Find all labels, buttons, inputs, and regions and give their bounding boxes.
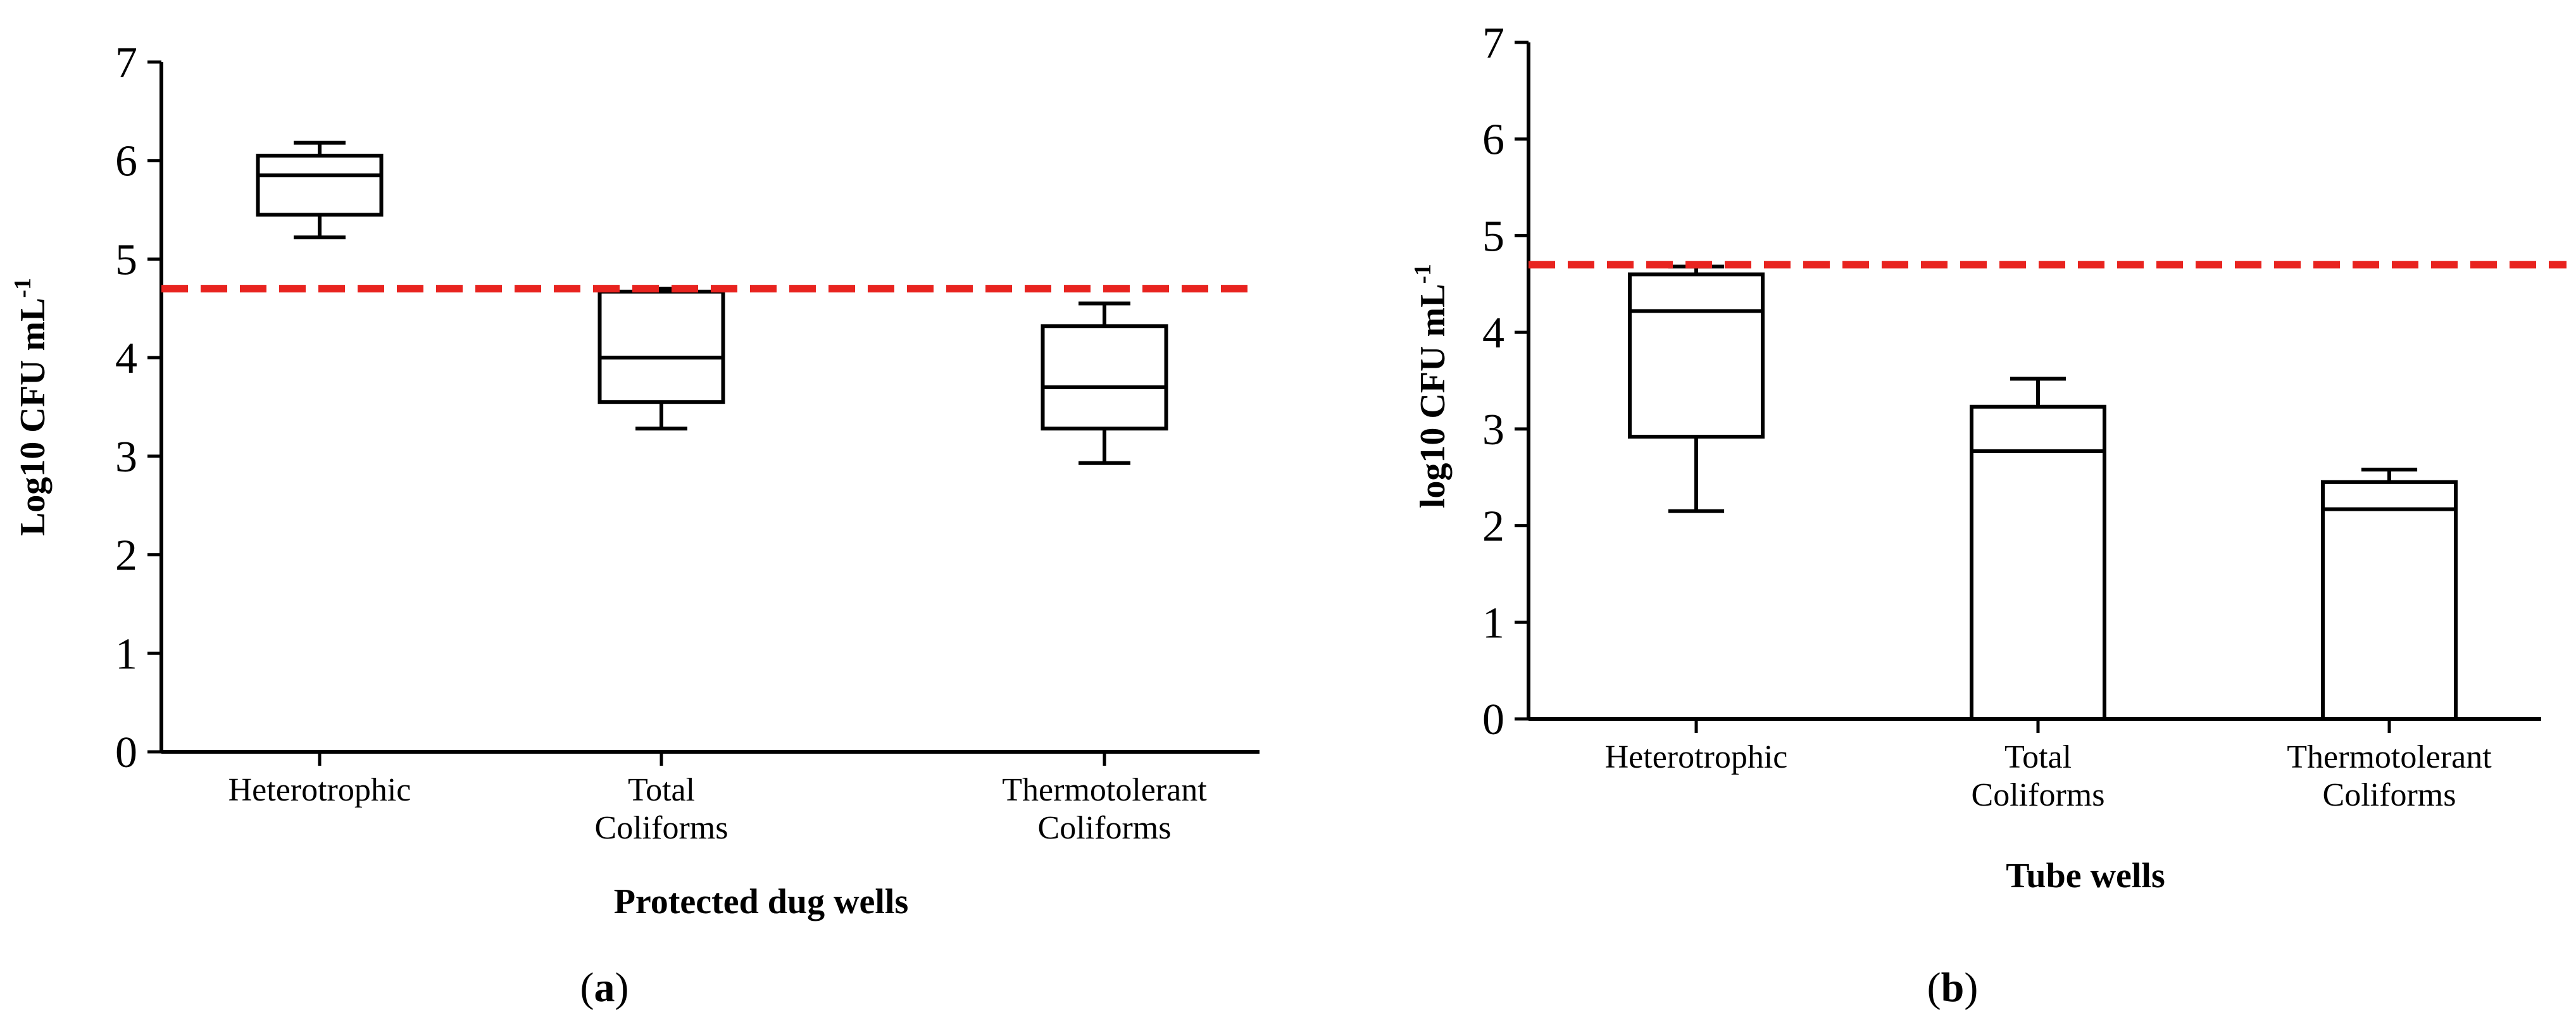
box-2 xyxy=(597,287,725,431)
y-tick-label: 1 xyxy=(1482,599,1504,647)
y-tick-label: 0 xyxy=(1482,695,1504,744)
y-axis-title: log10 CFU mL-1 xyxy=(1410,264,1453,508)
y-tick-label: 5 xyxy=(115,235,137,284)
x-category-label: Coliforms xyxy=(2323,777,2456,813)
box-3 xyxy=(2321,467,2458,721)
panel-label: (b) xyxy=(1927,964,1979,1011)
panel-label-open-paren: ( xyxy=(1927,964,1941,1011)
box-1 xyxy=(1628,265,1765,513)
box-3 xyxy=(1041,301,1168,465)
y-tick-label: 2 xyxy=(1482,502,1504,551)
panel-label: (a) xyxy=(580,964,629,1011)
panel-label-close-paren: ) xyxy=(615,964,629,1011)
box-body xyxy=(2321,480,2458,721)
y-tick-label: 3 xyxy=(115,433,137,482)
x-category-label: Total xyxy=(628,772,695,808)
y-tick-label: 5 xyxy=(1482,212,1504,261)
y-tick-label: 7 xyxy=(1482,19,1504,68)
x-category-label: Thermotolerant xyxy=(1002,772,1207,808)
x-category-label: Coliforms xyxy=(1038,810,1172,846)
y-axis-title-text: log10 CFU mL xyxy=(1413,284,1453,509)
y-tick-label: 4 xyxy=(115,334,137,383)
y-tick-label: 6 xyxy=(1482,116,1504,165)
y-tick-label: 2 xyxy=(115,532,137,580)
box-body xyxy=(256,153,384,217)
x-category-label: Coliforms xyxy=(1972,777,2105,813)
y-tick-label: 4 xyxy=(1482,309,1504,358)
box-body xyxy=(1970,404,2106,721)
y-tick-label: 7 xyxy=(115,39,137,87)
box-body xyxy=(1628,272,1765,439)
y-axis-title: Log10 CFU mL-1 xyxy=(9,278,53,536)
y-axis-title-text: Log10 CFU mL xyxy=(13,298,53,536)
box-body xyxy=(597,289,725,404)
y-axis-title-superscript: -1 xyxy=(9,278,36,298)
y-axis-title-superscript: -1 xyxy=(1410,264,1436,284)
y-tick-label: 1 xyxy=(115,630,137,678)
x-category-label: Total xyxy=(2004,739,2072,775)
box-2 xyxy=(1970,377,2106,721)
panel-label-close-paren: ) xyxy=(1964,964,1978,1011)
panel-label-letter: b xyxy=(1941,964,1965,1011)
x-category-label: Heterotrophic xyxy=(1605,739,1788,775)
x-axis-title: Tube wells xyxy=(2006,856,2165,895)
y-tick-label: 0 xyxy=(115,728,137,777)
box-1 xyxy=(256,140,384,240)
panel-label-open-paren: ( xyxy=(580,964,594,1011)
y-tick-label: 6 xyxy=(115,137,137,186)
x-axis-title: Protected dug wells xyxy=(614,882,909,921)
y-tick-label: 3 xyxy=(1482,406,1504,454)
x-category-label: Heterotrophic xyxy=(228,772,411,808)
box-body xyxy=(1041,324,1168,431)
x-category-label: Thermotolerant xyxy=(2287,739,2492,775)
panel-label-letter: a xyxy=(594,964,615,1011)
x-category-label: Coliforms xyxy=(595,810,728,846)
